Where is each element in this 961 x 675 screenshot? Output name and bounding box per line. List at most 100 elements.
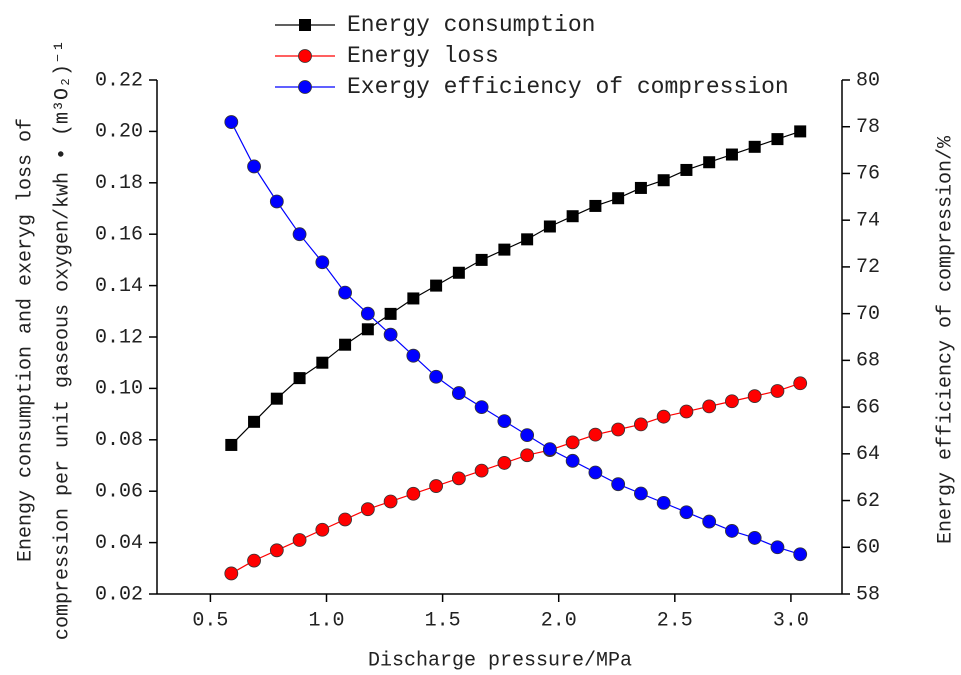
marker [224, 115, 239, 129]
series-line [231, 382, 801, 574]
y2-tick-label: 80 [856, 69, 880, 92]
y-tick-label: 0.20 [95, 121, 143, 144]
marker [747, 389, 762, 404]
series-line [230, 130, 801, 446]
marker [225, 438, 238, 451]
y-tick-label: 0.14 [95, 275, 143, 298]
y2-tick-label: 66 [856, 396, 880, 419]
x-tick-label: 2.0 [541, 609, 577, 632]
y2-tick-label: 68 [856, 350, 880, 373]
marker [771, 133, 784, 146]
marker [406, 486, 421, 501]
marker [497, 456, 512, 470]
marker [248, 415, 261, 428]
y-tick-label: 0.04 [95, 532, 143, 555]
y-tick-label: 0.22 [95, 69, 143, 92]
y2-tick-label: 62 [856, 490, 880, 513]
marker [520, 428, 535, 443]
y2-tick-label: 70 [856, 303, 880, 326]
marker [793, 376, 808, 391]
marker [270, 392, 283, 405]
marker [703, 156, 716, 169]
marker [725, 394, 739, 409]
legend-label: Energy loss [347, 43, 499, 69]
marker [338, 512, 352, 527]
y-tick-label: 0.08 [95, 429, 143, 452]
marker [407, 292, 420, 305]
marker [315, 255, 330, 270]
y2-tick-label: 74 [856, 209, 880, 232]
marker [520, 448, 535, 463]
marker [383, 494, 398, 509]
marker [498, 243, 511, 256]
marker [634, 486, 648, 501]
y-tick-label: 0.18 [95, 172, 143, 195]
marker [565, 435, 580, 450]
y2-tick-label: 60 [856, 537, 880, 560]
marker [451, 386, 466, 400]
marker [679, 505, 694, 520]
y-tick-label: 0.16 [95, 223, 143, 246]
y-tick-label: 0.06 [95, 480, 143, 503]
marker [452, 266, 465, 279]
marker [748, 140, 761, 153]
y2-tick-label: 72 [856, 256, 880, 279]
marker [384, 307, 397, 320]
x-tick-label: 1.0 [309, 609, 345, 632]
marker [656, 495, 671, 510]
marker [702, 399, 717, 414]
marker [657, 174, 670, 187]
marker [269, 543, 284, 558]
y-axis-label: Enengy consumption and exeryg loss of [14, 118, 37, 562]
marker [292, 227, 307, 242]
legend-label: Exergy efficiency of compression [347, 74, 789, 100]
marker [224, 566, 239, 581]
marker [451, 471, 466, 486]
marker [360, 502, 375, 517]
marker [589, 199, 602, 212]
legend-label: Energy consumption [347, 12, 595, 38]
marker [634, 181, 647, 194]
x-tick-label: 1.5 [425, 609, 461, 632]
y-tick-label: 0.10 [95, 378, 143, 401]
marker [361, 323, 374, 336]
marker [430, 279, 443, 292]
marker [247, 159, 261, 174]
y2-tick-label: 64 [856, 443, 880, 466]
y-tick-label: 0.12 [95, 326, 143, 349]
marker [298, 49, 312, 63]
marker [566, 210, 579, 223]
y2-tick-label: 76 [856, 163, 880, 186]
marker [339, 338, 352, 351]
marker [680, 163, 693, 176]
marker [293, 372, 306, 385]
marker [338, 285, 352, 300]
marker [247, 553, 261, 568]
x-tick-label: 0.5 [192, 609, 228, 632]
marker [542, 442, 557, 457]
marker [747, 531, 762, 545]
marker [497, 414, 512, 429]
y-tick-label: 0.02 [95, 583, 143, 606]
marker [406, 348, 421, 363]
marker [315, 522, 330, 537]
marker [702, 514, 717, 529]
marker [474, 463, 489, 478]
marker [794, 125, 807, 138]
x-axis-label: Discharge pressure/MPa [368, 649, 632, 672]
marker [770, 540, 785, 555]
marker [565, 453, 580, 468]
marker [612, 192, 625, 205]
marker [298, 80, 312, 94]
x-tick-label: 2.5 [657, 609, 693, 632]
y-axis-label: compression per unit gaseous oxygen/kwh … [51, 40, 74, 640]
marker [679, 404, 694, 419]
marker [292, 533, 307, 547]
marker [588, 427, 603, 442]
marker [269, 194, 284, 209]
marker [521, 233, 534, 246]
y2-tick-label: 78 [856, 116, 880, 139]
marker [383, 327, 398, 342]
marker [725, 148, 738, 161]
